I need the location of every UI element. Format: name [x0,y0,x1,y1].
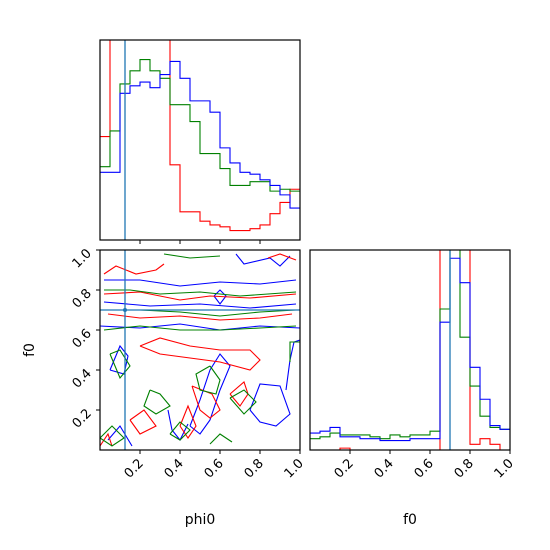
f0-hist-series-0 [310,250,510,450]
contour-line-series-0-3 [109,344,129,375]
contour-line-series-0-8 [235,253,291,267]
contour-y-axis-label: f0 [22,343,38,357]
contour-series-group [100,253,300,447]
contour-line-series-2-10 [169,421,191,441]
phi0-panel-frame [99,39,301,241]
contour-line-series-1-6 [179,404,197,439]
contour-y-tick-label: 0.4 [70,366,95,391]
f0-x-tick-label: 1.0 [492,456,517,481]
contour-line-series-0-10 [213,289,227,305]
f0-panel-frame [309,249,511,451]
contour-line-series-1-0 [103,263,165,275]
contour-line-series-2-5 [195,365,221,395]
contour-line-series-0-5 [249,383,291,427]
phi0-hist-series-1 [100,58,300,192]
contour-line-series-1-8 [267,253,297,261]
f0-series-group [310,250,510,450]
contour-x-tick-label: 0.2 [122,456,147,481]
f0-x-axis-label: f0 [403,512,417,528]
contour-line-series-0-1 [103,301,297,309]
contour-line-series-1-1 [103,291,297,301]
phi0-hist-series-0 [100,40,300,232]
f0-x-tick-label: 0.2 [332,456,357,481]
contour-x-tick-label: 0.8 [242,456,267,481]
f0-x-tick-label: 0.8 [452,456,477,481]
contour-line-series-2-3 [103,325,297,331]
contour-line-series-2-1 [104,289,297,297]
phi0-series-group [100,40,300,232]
contour-line-series-0-0 [104,279,297,287]
contour-x-tick-label: 0.6 [202,456,227,481]
contour-line-series-2-9 [100,425,125,447]
contour-line-series-1-9 [100,432,113,447]
contour-line-series-2-4 [109,349,131,380]
f0-hist-series-1 [310,250,510,440]
contour-y-tick-label: 1.0 [70,246,95,271]
contour-line-series-1-5 [229,381,249,407]
contour-line-series-1-7 [129,409,157,435]
contour-line-series-1-2 [139,337,261,371]
contour-y-tick-label: 0.6 [70,326,95,351]
contour-line-series-2-7 [229,389,257,415]
contour-line-series-0-2 [100,323,300,331]
contour-line-series-2-2 [104,309,297,317]
contour-y-tick-label: 0.8 [70,286,95,311]
contour-line-series-2-6 [143,389,171,415]
contour-x-tick-label: 0.4 [162,456,187,481]
f0-x-tick-label: 0.4 [372,456,397,481]
contour-line-series-1-4 [191,385,221,419]
contour-y-tick-label: 0.2 [70,406,95,431]
contour-line-series-1-3 [107,313,293,321]
contour-truth-point [123,308,127,312]
contour-line-series-2-11 [209,433,233,445]
f0-x-tick-label: 0.6 [412,456,437,481]
contour-x-tick-label: 1.0 [282,456,307,481]
contour-line-series-0-7 [107,425,133,447]
phi0-hist-series-2 [100,60,300,209]
contour-panel-frame [99,249,301,451]
contour-x-axis-label: phi0 [185,512,216,528]
contour-line-series-0-6 [285,339,300,391]
contour-line-series-2-8 [289,341,300,362]
contour-line-series-2-0 [163,253,221,259]
f0-hist-series-2 [310,257,510,442]
